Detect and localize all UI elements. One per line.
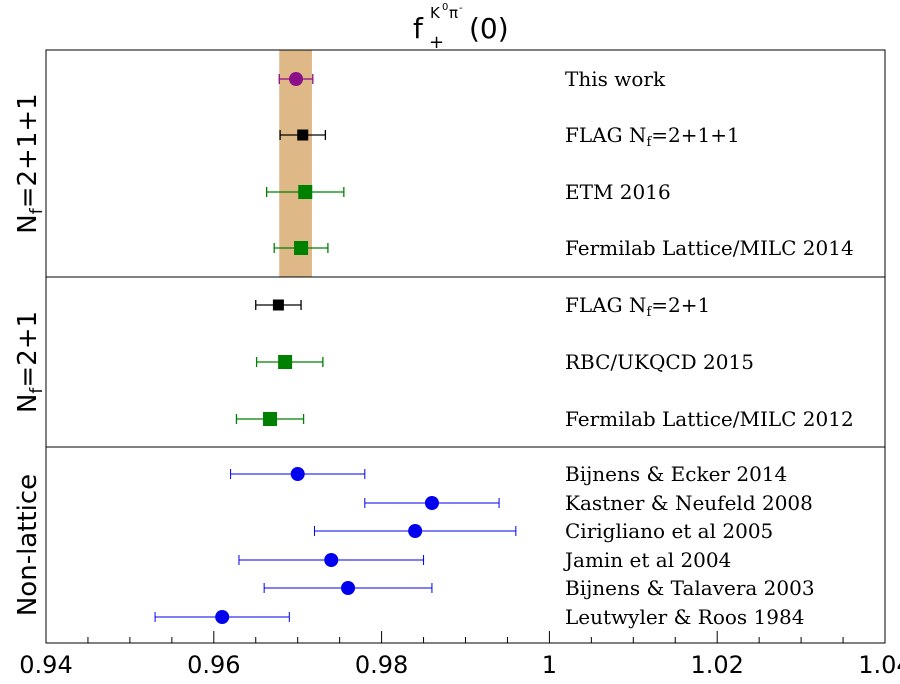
data-point bbox=[298, 185, 313, 199]
plot-frame bbox=[45, 49, 886, 644]
title-superscript-pi: π bbox=[449, 4, 458, 22]
data-point bbox=[424, 496, 439, 510]
title-subscript: + bbox=[429, 32, 444, 53]
point-label-rest: =2+1+1 bbox=[651, 123, 739, 147]
point-label-subscript: f bbox=[646, 305, 652, 320]
point-label-base: FLAG N bbox=[565, 123, 646, 147]
point-label: Fermilab Lattice/MILC 2012 bbox=[565, 407, 854, 431]
group-label-base: Non-lattice bbox=[13, 474, 43, 616]
title-argument: (0) bbox=[469, 12, 509, 45]
point-label: FLAG Nf=2+1+1 bbox=[565, 123, 740, 150]
point-label: RBC/UKQCD 2015 bbox=[565, 350, 754, 374]
x-axis: 0.94 0.96 0.98 1 1.02 1.04 bbox=[19, 631, 900, 679]
point-label: Jamin et al 2004 bbox=[563, 548, 731, 572]
x-tick-label: 0.98 bbox=[355, 651, 408, 679]
point-label-base: FLAG N bbox=[565, 293, 646, 317]
data-point bbox=[341, 581, 356, 595]
point-label-subscript: f bbox=[646, 135, 652, 150]
x-tick-label: 0.94 bbox=[19, 651, 72, 679]
group-label: Non-lattice bbox=[13, 474, 43, 616]
data-point bbox=[408, 524, 423, 538]
group-label-base: N bbox=[13, 394, 43, 413]
data-point bbox=[215, 610, 230, 624]
x-tick-label: 1.02 bbox=[690, 651, 743, 679]
title-base: f bbox=[413, 12, 424, 45]
point-label: ETM 2016 bbox=[565, 180, 671, 204]
data-point bbox=[297, 129, 309, 141]
data-point bbox=[294, 241, 309, 255]
point-label: Kastner & Neufeld 2008 bbox=[565, 491, 813, 515]
point-label: This work bbox=[565, 67, 666, 91]
data-point bbox=[324, 553, 339, 567]
x-tick-label: 1.04 bbox=[858, 651, 900, 679]
group-label-rest: =2+1+1 bbox=[13, 93, 43, 208]
chart-title: f + K 0 π - (0) bbox=[413, 2, 509, 53]
data-point bbox=[278, 355, 293, 369]
group-label-rest: =2+1 bbox=[13, 311, 43, 388]
group-label: Nf=2+1 bbox=[13, 311, 47, 413]
point-label: Bijnens & Ecker 2014 bbox=[565, 462, 787, 486]
point-label: Cirigliano et al 2005 bbox=[565, 519, 773, 543]
plot-border bbox=[45, 49, 886, 644]
point-label-rest: =2+1 bbox=[651, 293, 710, 317]
group-label: Nf=2+1+1 bbox=[13, 93, 47, 233]
group-label-subscript: f bbox=[27, 387, 47, 394]
group-label-base: N bbox=[13, 214, 43, 233]
group-label-subscript: f bbox=[27, 207, 47, 214]
x-tick-label: 0.96 bbox=[187, 651, 240, 679]
data-point bbox=[263, 412, 278, 426]
point-label: Leutwyler & Roos 1984 bbox=[565, 605, 804, 629]
data-points bbox=[154, 72, 517, 624]
data-point bbox=[289, 72, 304, 86]
x-tick-label: 1 bbox=[542, 651, 557, 679]
point-label: Fermilab Lattice/MILC 2014 bbox=[565, 236, 854, 260]
point-label: Bijnens & Talavera 2003 bbox=[565, 576, 815, 600]
average-band-layer bbox=[279, 50, 312, 277]
data-point bbox=[290, 467, 305, 481]
title-superscript-pi-minus: - bbox=[459, 3, 463, 14]
data-point bbox=[272, 299, 284, 311]
title-superscript-k-zero: 0 bbox=[442, 2, 448, 13]
point-label: FLAG Nf=2+1 bbox=[565, 293, 710, 320]
average-band bbox=[279, 50, 312, 277]
title-superscript-k: K bbox=[430, 4, 441, 22]
